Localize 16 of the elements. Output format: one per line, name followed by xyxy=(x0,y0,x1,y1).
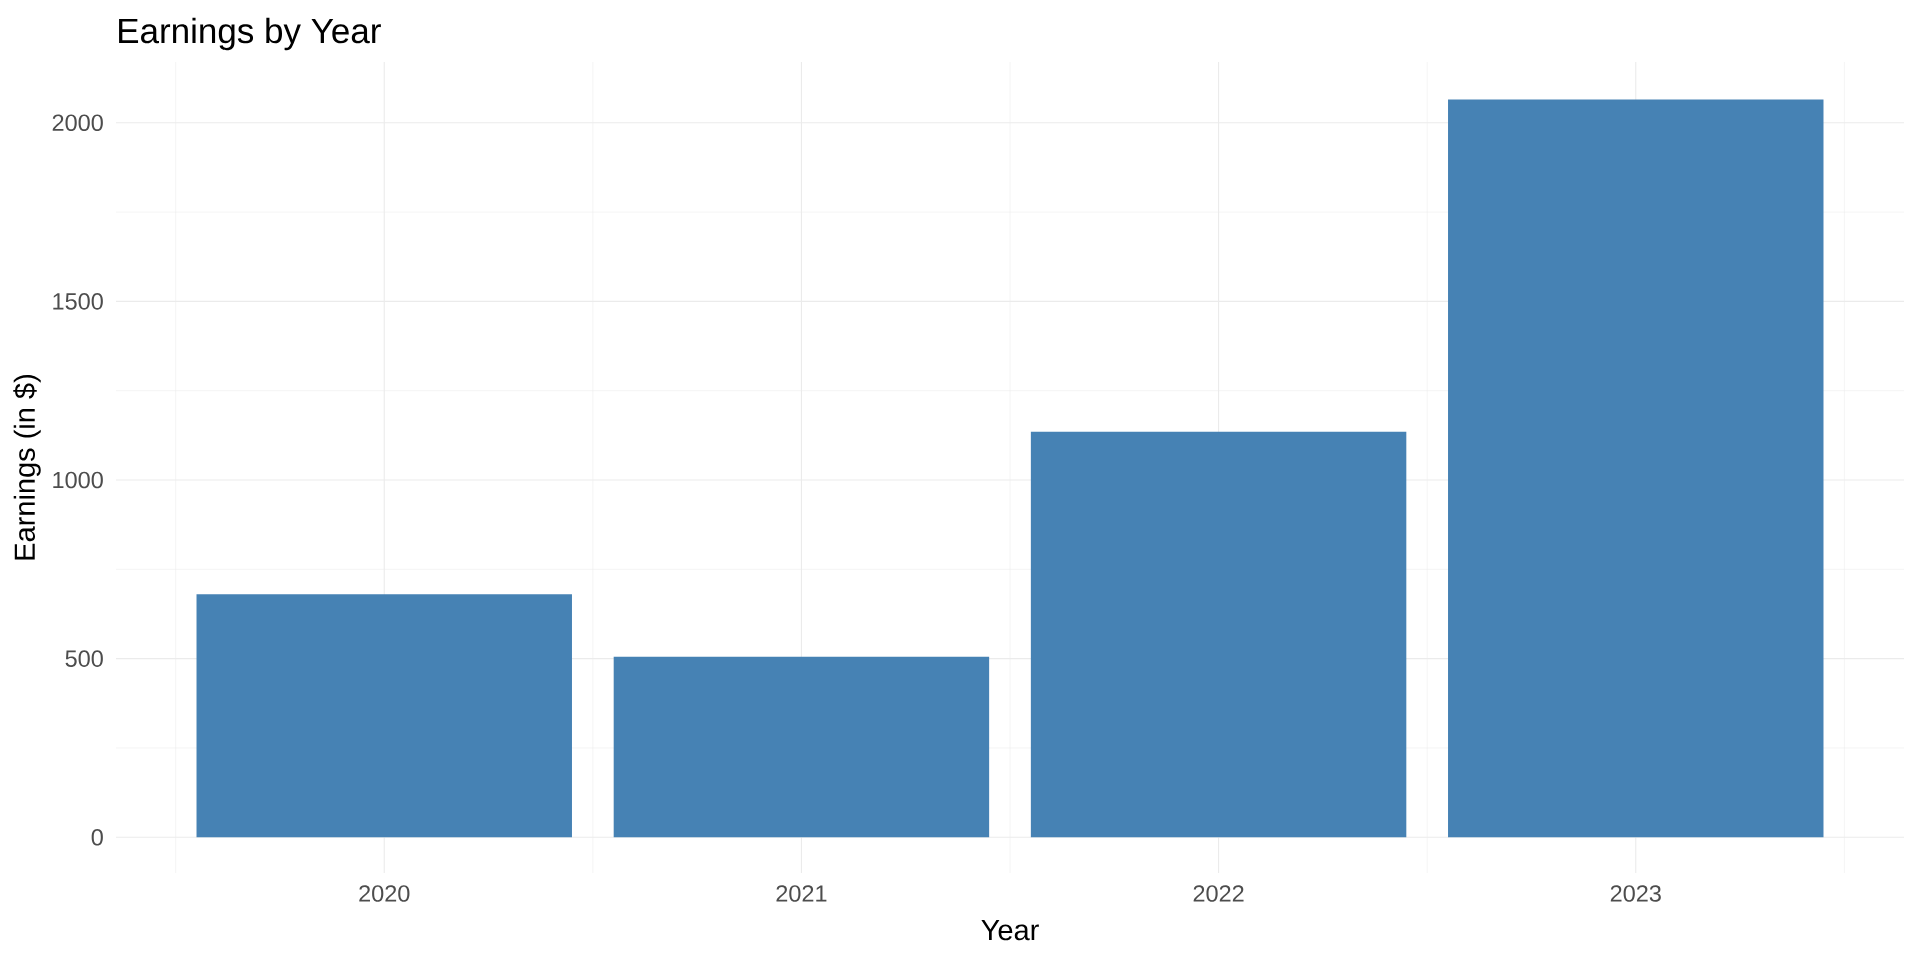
bar xyxy=(1030,431,1407,838)
x-tick-label: 2023 xyxy=(1610,885,1661,902)
y-tick-label: 2000 xyxy=(52,114,103,132)
bar xyxy=(196,594,572,838)
y-tick-label: 500 xyxy=(65,650,103,667)
x-tick-label: 2021 xyxy=(776,885,827,902)
chart-title: Earnings by Year xyxy=(119,17,381,51)
x-axis-title: Year xyxy=(981,920,1039,941)
bar xyxy=(1448,99,1824,838)
x-tick-label: 2022 xyxy=(1193,885,1244,902)
y-tick-label: 0 xyxy=(91,828,103,846)
y-tick-label: 1500 xyxy=(53,293,103,310)
y-axis-title: Earnings (in $) xyxy=(13,375,41,560)
bar xyxy=(613,656,990,838)
y-tick-label: 1000 xyxy=(53,471,103,489)
x-tick-label: 2020 xyxy=(359,885,410,902)
